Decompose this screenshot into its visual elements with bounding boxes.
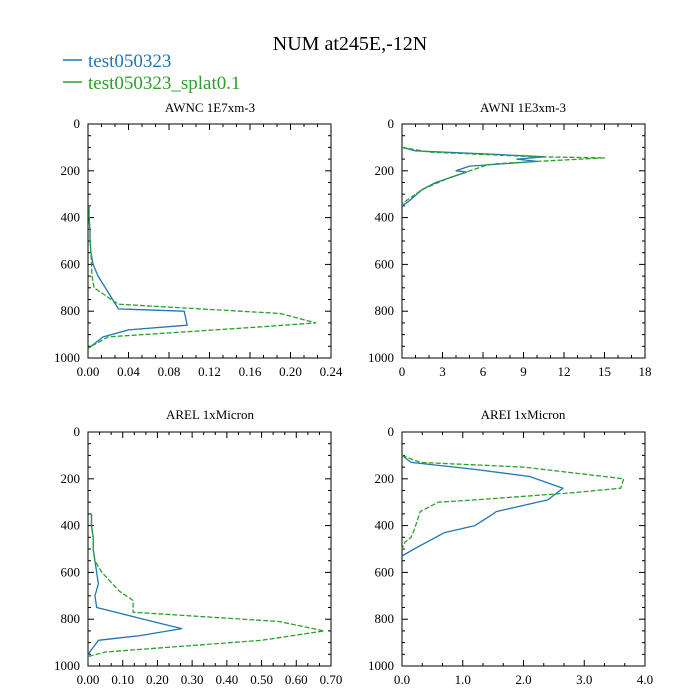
ytick-label-awni: 0 bbox=[388, 116, 395, 131]
ytick-label-arei: 600 bbox=[375, 564, 395, 579]
ytick-label-arel: 0 bbox=[74, 424, 81, 439]
xtick-label-arei: 2.0 bbox=[515, 672, 531, 687]
xtick-label-arei: 1.0 bbox=[455, 672, 471, 687]
ytick-label-awnc: 0 bbox=[74, 116, 81, 131]
series-line-arel-test050323 bbox=[87, 513, 183, 657]
series-line-awnc-splat bbox=[87, 205, 317, 350]
panel-title-awnc: AWNC 1E7xm-3 bbox=[165, 100, 255, 115]
ytick-label-arel: 1000 bbox=[54, 658, 80, 673]
series-line-arei-test050323 bbox=[401, 454, 564, 557]
xtick-label-arel: 0.00 bbox=[77, 672, 100, 687]
ytick-label-awni: 1000 bbox=[368, 350, 394, 365]
xtick-label-arel: 0.20 bbox=[146, 672, 169, 687]
ytick-label-arel: 400 bbox=[61, 518, 81, 533]
panel-title-arei: AREI 1xMicron bbox=[481, 407, 566, 422]
xtick-label-awnc: 0.04 bbox=[117, 364, 140, 379]
ytick-label-arel: 800 bbox=[61, 611, 81, 626]
xtick-label-arei: 3.0 bbox=[576, 672, 592, 687]
plot-frame-arel bbox=[87, 431, 332, 667]
xtick-label-arel: 0.10 bbox=[111, 672, 134, 687]
xtick-label-arel: 0.30 bbox=[181, 672, 204, 687]
ytick-label-awni: 200 bbox=[375, 163, 395, 178]
xtick-label-arei: 4.0 bbox=[637, 672, 653, 687]
ytick-label-arel: 200 bbox=[61, 471, 81, 486]
series-line-awnc-test050323 bbox=[87, 205, 188, 350]
ytick-label-awnc: 1000 bbox=[54, 350, 80, 365]
ytick-label-awnc: 800 bbox=[61, 303, 81, 318]
panel-title-awni: AWNI 1E3xm-3 bbox=[480, 100, 566, 115]
figure-title: NUM at245E,-12N bbox=[273, 33, 427, 55]
ytick-label-arei: 400 bbox=[375, 518, 395, 533]
xtick-label-awni: 15 bbox=[598, 364, 611, 379]
ytick-label-arei: 1000 bbox=[368, 658, 394, 673]
xtick-label-arei: 0.0 bbox=[394, 672, 410, 687]
ytick-label-arel: 600 bbox=[61, 564, 81, 579]
series-line-awni-splat bbox=[401, 146, 606, 205]
panel-awni: AWNI 1E3xm-3 0 200 400 600 800 1000 0 3 6 9 12 15 18 bbox=[368, 100, 652, 379]
xtick-label-arel: 0.40 bbox=[215, 672, 238, 687]
xtick-label-awnc: 0.24 bbox=[320, 364, 343, 379]
xtick-label-awnc: 0.20 bbox=[279, 364, 302, 379]
ytick-label-arei: 800 bbox=[375, 611, 395, 626]
ytick-label-awni: 800 bbox=[375, 303, 395, 318]
xtick-label-awni: 0 bbox=[399, 364, 406, 379]
legend-label-1: test050323_splat0.1 bbox=[88, 73, 241, 94]
xtick-label-awnc: 0.00 bbox=[77, 364, 100, 379]
xtick-label-arel: 0.60 bbox=[285, 672, 308, 687]
ytick-label-arei: 200 bbox=[375, 471, 395, 486]
panel-title-arel: AREL 1xMicron bbox=[166, 407, 254, 422]
xtick-label-awni: 9 bbox=[520, 364, 527, 379]
xtick-label-awni: 12 bbox=[558, 364, 571, 379]
xtick-label-arel: 0.50 bbox=[250, 672, 273, 687]
xtick-label-awnc: 0.08 bbox=[158, 364, 181, 379]
ytick-label-arei: 0 bbox=[388, 424, 395, 439]
xtick-label-awni: 6 bbox=[480, 364, 487, 379]
ytick-label-awnc: 200 bbox=[61, 163, 81, 178]
xtick-label-awni: 3 bbox=[439, 364, 446, 379]
ytick-label-awni: 600 bbox=[375, 256, 395, 271]
ytick-label-awnc: 400 bbox=[61, 210, 81, 225]
legend: test050323 test050323_splat0.1 bbox=[63, 51, 241, 94]
xtick-label-awnc: 0.12 bbox=[198, 364, 221, 379]
series-line-arel-splat bbox=[87, 513, 325, 658]
xtick-label-awni: 18 bbox=[639, 364, 652, 379]
ytick-label-awnc: 600 bbox=[61, 256, 81, 271]
ytick-label-awni: 400 bbox=[375, 210, 395, 225]
xtick-label-arel: 0.70 bbox=[320, 672, 343, 687]
legend-label-0: test050323 bbox=[88, 51, 171, 72]
xtick-label-awnc: 0.16 bbox=[239, 364, 262, 379]
plot-frame-awnc bbox=[87, 123, 332, 359]
series-line-arei-splat bbox=[401, 454, 625, 550]
